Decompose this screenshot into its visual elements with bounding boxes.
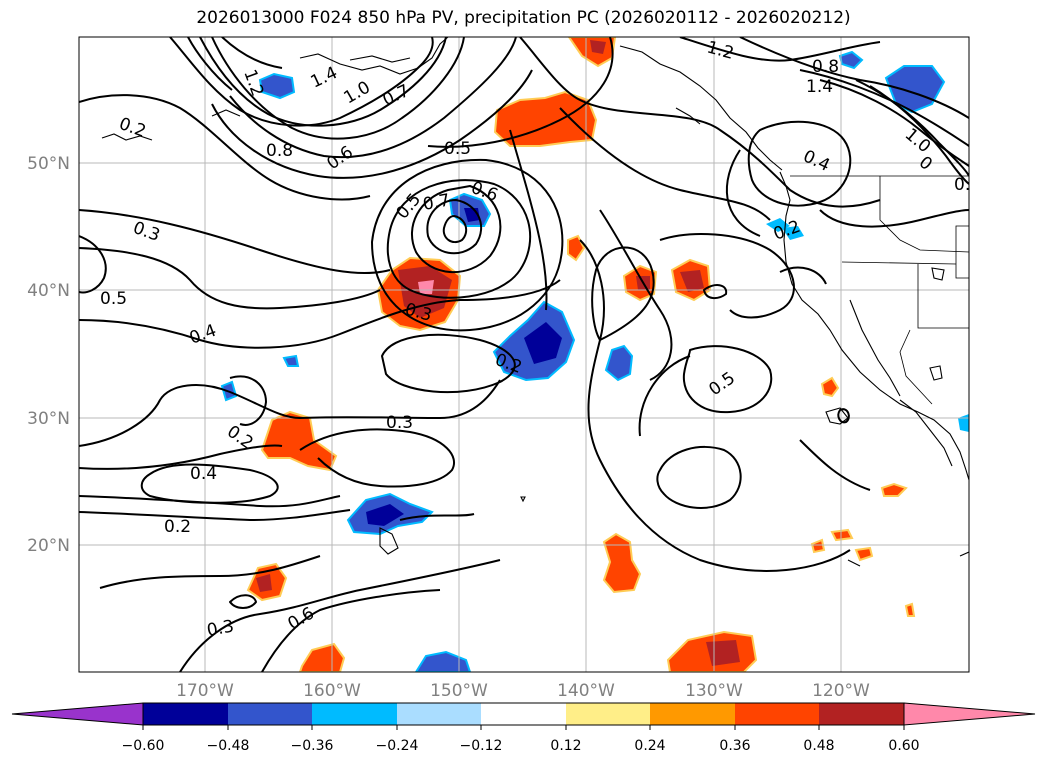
colorbar-tick-label: 0.48: [803, 738, 834, 754]
colorbar-segment: [566, 703, 650, 725]
contour-label: 0.8: [266, 141, 293, 161]
colorbar-tick-label: 0.60: [888, 738, 919, 754]
colorbar-tick-label: 0.12: [550, 738, 581, 754]
contour-label: 0.8: [812, 57, 839, 77]
colorbar-left-extension: [11, 702, 144, 726]
colorbar-segment: [228, 703, 312, 725]
longitude-labels: 170°W 160°W 150°W 140°W 130°W 120°W: [176, 681, 870, 701]
colorbar-right-extension: [903, 702, 1036, 726]
lon-label: 140°W: [557, 681, 615, 701]
contour-label: 0.3: [386, 413, 413, 433]
gridlines: [79, 37, 969, 672]
colorbar-segment: [819, 703, 904, 725]
lat-label: 30°N: [27, 409, 70, 429]
contour-label: 0.4: [190, 464, 217, 484]
colorbar-ticks: [142, 725, 905, 730]
map-frame: [78, 36, 970, 673]
colorbar-tick-label: −0.36: [291, 738, 334, 754]
contour-label: 0.5: [100, 289, 127, 309]
colorbar-tick-label: 0.24: [634, 738, 665, 754]
contour-label: 0.3: [205, 617, 235, 641]
colorbar-segment: [735, 703, 819, 725]
lon-label: 130°W: [685, 681, 743, 701]
colorbar: −0.60 −0.48 −0.36 −0.24 −0.12 0.12 0.24 …: [11, 702, 1036, 754]
pv-contours: [79, 37, 969, 672]
lon-label: 150°W: [430, 681, 488, 701]
coastlines: [101, 37, 969, 567]
lon-label: 120°W: [812, 681, 870, 701]
contour-label: 0.2: [164, 517, 191, 537]
lat-label: 20°N: [27, 536, 70, 556]
colorbar-segment: [481, 703, 566, 725]
colorbar-segment: [650, 703, 735, 725]
colorbar-tick-label: −0.24: [376, 738, 419, 754]
colorbar-tick-label: −0.60: [122, 738, 165, 754]
colorbar-tick-label: −0.12: [460, 738, 503, 754]
colorbar-tick-label: −0.48: [207, 738, 250, 754]
lon-label: 160°W: [303, 681, 361, 701]
colorbar-labels: −0.60 −0.48 −0.36 −0.24 −0.12 0.12 0.24 …: [122, 738, 920, 754]
colorbar-segment: [312, 703, 397, 725]
colorbar-tick-label: 0.36: [719, 738, 750, 754]
colorbar-segment: [397, 703, 481, 725]
contour-label: 1.4: [806, 77, 833, 97]
lon-label: 170°W: [176, 681, 234, 701]
lat-label: 50°N: [27, 154, 70, 174]
contour-label: 0.7: [421, 191, 451, 215]
colorbar-segment: [143, 703, 228, 725]
latitude-labels: 50°N 40°N 30°N 20°N: [27, 154, 70, 556]
contour-label: 0.5: [444, 139, 471, 159]
lat-label: 40°N: [27, 281, 70, 301]
map-title: 2026013000 F024 850 hPa PV, precipitatio…: [196, 8, 851, 28]
contour-label: 0.6: [954, 175, 981, 195]
